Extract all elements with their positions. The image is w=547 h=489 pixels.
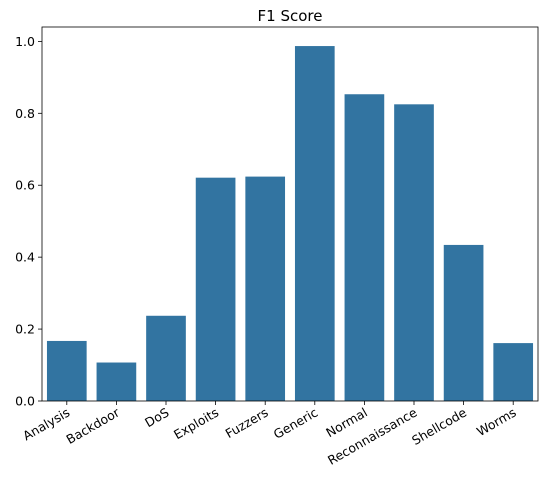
x-tick-label: Fuzzers: [223, 405, 271, 441]
chart-title: F1 Score: [258, 7, 323, 25]
x-tick-label: Backdoor: [64, 404, 123, 447]
x-tick-label: DoS: [142, 405, 171, 431]
x-tick-label: Reconnaissance: [325, 404, 420, 467]
y-tick-label: 0.8: [15, 106, 35, 121]
bar-analysis: [46, 340, 87, 401]
y-axis: 0.0 0.2 0.4 0.6 0.8 1.0: [15, 34, 42, 409]
x-tick-label: Worms: [474, 405, 519, 439]
y-tick-label: 0.2: [15, 322, 35, 337]
x-tick-label: Generic: [271, 405, 321, 442]
y-tick-label: 1.0: [15, 34, 35, 49]
bar-exploits: [195, 177, 236, 401]
x-tick-label: Exploits: [171, 405, 221, 443]
y-tick-label: 0.4: [15, 250, 35, 265]
bars-group: [46, 46, 534, 401]
plot-frame: [41, 26, 539, 402]
bar-shellcode: [443, 244, 484, 401]
y-tick-label: 0.6: [15, 178, 35, 193]
bar-generic: [294, 46, 335, 401]
bar-worms: [493, 343, 534, 401]
x-tick-label: Shellcode: [409, 404, 469, 447]
bar-backdoor: [96, 362, 137, 401]
bar-dos: [146, 315, 186, 401]
bar-fuzzers: [245, 176, 286, 401]
y-tick-label: 0.0: [15, 394, 35, 409]
bar-reconnaissance: [394, 104, 434, 401]
bar-normal: [344, 94, 385, 401]
